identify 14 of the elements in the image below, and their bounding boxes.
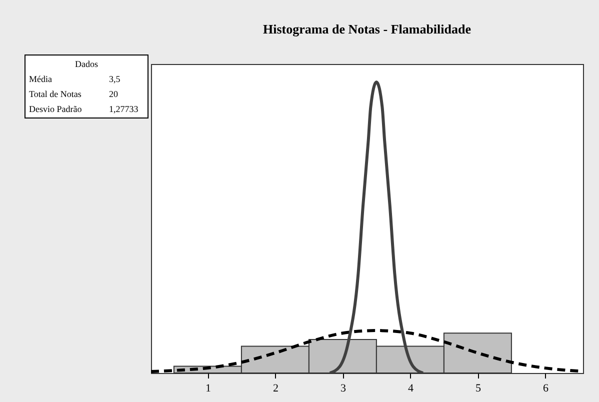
text: Média xyxy=(29,74,52,84)
chart-title: Histograma de Notas - Flamabilidade xyxy=(263,22,472,36)
text: Dados xyxy=(75,59,98,69)
text: 3,5 xyxy=(109,74,121,84)
x-tick-label: 5 xyxy=(475,382,482,394)
text: 1,27733 xyxy=(109,104,139,114)
x-tick-label: 3 xyxy=(340,382,346,394)
text: 20 xyxy=(109,89,118,99)
text: Total de Notas xyxy=(29,89,82,99)
text: Desvio Padrão xyxy=(29,104,82,114)
x-tick-label: 1 xyxy=(205,382,211,394)
x-tick-label: 2 xyxy=(272,382,278,394)
x-tick-label: 4 xyxy=(408,382,414,394)
x-tick-label: 6 xyxy=(542,382,549,394)
